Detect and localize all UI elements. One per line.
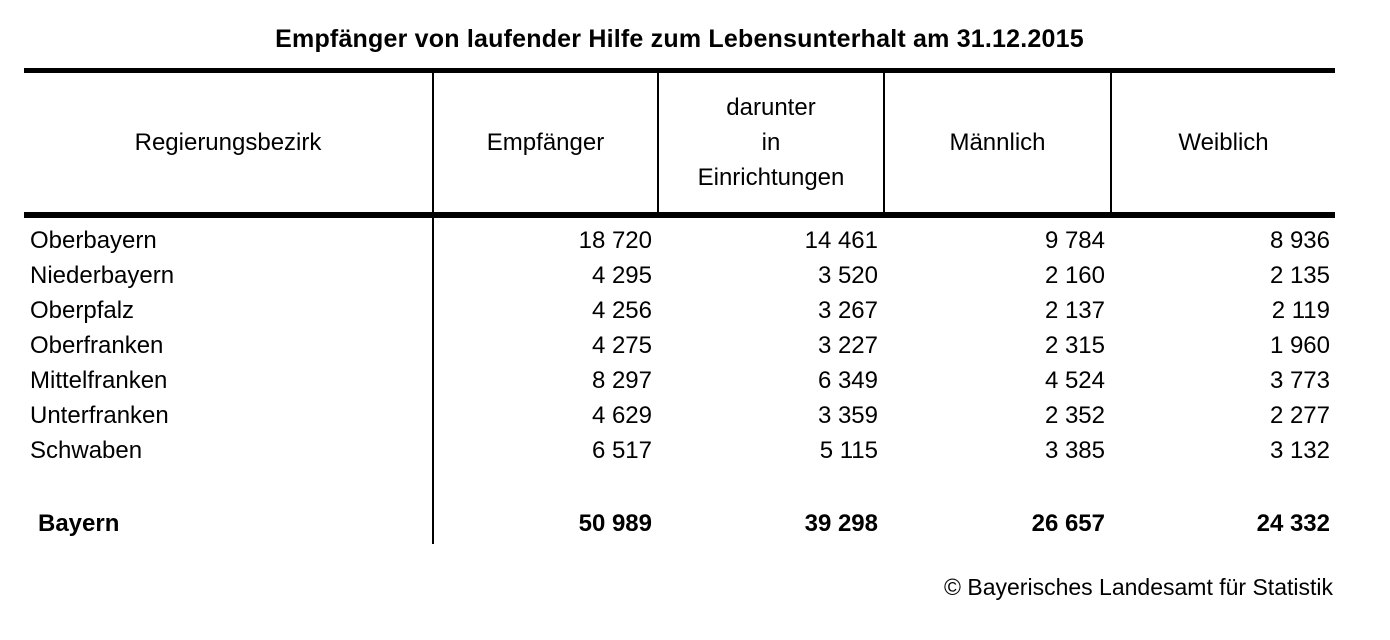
einrichtungen-cell: 14 461 [804,226,878,254]
region-cell: Mittelfranken [30,366,168,394]
total-region-cell: Bayern [38,510,120,537]
einrichtungen-cell: 3 520 [817,261,878,289]
table-row: Oberpfalz 4 256 3 267 2 137 2 119 [24,293,1335,328]
weiblich-cell: 3 132 [1269,436,1330,464]
maennlich-cell: 2 160 [1044,261,1105,289]
region-cell: Oberpfalz [30,296,135,324]
page-title: Empfänger von laufender Hilfe zum Lebens… [275,25,1084,53]
column-header-regierungsbezirk: Regierungsbezirk [134,129,322,156]
statistics-table: Empfänger von laufender Hilfe zum Lebens… [24,0,1335,601]
empfaenger-cell: 4 629 [591,401,652,429]
maennlich-cell: 2 352 [1044,401,1105,429]
empfaenger-cell: 8 297 [591,366,652,394]
total-empfaenger-cell: 50 989 [578,510,652,537]
maennlich-cell: 3 385 [1044,436,1105,464]
region-cell: Niederbayern [30,261,175,289]
einrichtungen-cell: 3 267 [817,296,878,324]
table-row: Oberfranken 4 275 3 227 2 315 1 960 [24,328,1335,363]
column-header-darunter-in-einrichtungen: darunter in Einrichtungen [657,73,883,212]
empfaenger-cell: 6 517 [591,436,652,464]
table-header-row: Regierungsbezirk Empfänger darunter in E… [24,68,1335,218]
einrichtungen-cell: 3 359 [817,401,878,429]
column-divider-line [432,218,434,544]
empfaenger-cell: 18 720 [578,226,652,254]
weiblich-cell: 2 119 [1271,296,1330,324]
empfaenger-cell: 4 275 [591,331,652,359]
column-header-empfaenger: Empfänger [432,73,657,212]
copyright-notice: © Bayerisches Landesamt für Statistik [944,574,1333,600]
maennlich-cell: 2 137 [1044,296,1105,324]
table-row: Mittelfranken 8 297 6 349 4 524 3 773 [24,363,1335,398]
total-weiblich-cell: 24 332 [1256,510,1330,537]
region-cell: Oberbayern [30,226,157,254]
total-maennlich-cell: 26 657 [1031,510,1105,537]
region-cell: Schwaben [30,436,143,464]
weiblich-cell: 2 135 [1269,261,1330,289]
einrichtungen-cell: 5 115 [819,436,878,464]
table-row: Schwaben 6 517 5 115 3 385 3 132 [24,433,1335,468]
empfaenger-cell: 4 256 [591,296,652,324]
maennlich-cell: 9 784 [1044,226,1105,254]
table-body: Oberbayern 18 720 14 461 9 784 8 936 Nie… [24,218,1335,544]
table-row: Oberbayern 18 720 14 461 9 784 8 936 [24,223,1335,258]
column-header-weiblich: Weiblich [1110,73,1335,212]
weiblich-cell: 3 773 [1269,366,1330,394]
total-einrichtungen-cell: 39 298 [804,510,878,537]
table-row: Niederbayern 4 295 3 520 2 160 2 135 [24,258,1335,293]
maennlich-cell: 4 524 [1044,366,1105,394]
empfaenger-cell: 4 295 [591,261,652,289]
total-row: Bayern 50 989 39 298 26 657 24 332 [24,504,1335,544]
einrichtungen-cell: 6 349 [817,366,878,394]
region-cell: Unterfranken [30,401,169,429]
maennlich-cell: 2 315 [1044,331,1105,359]
table-row: Unterfranken 4 629 3 359 2 352 2 277 [24,398,1335,433]
region-cell: Oberfranken [30,331,164,359]
weiblich-cell: 1 960 [1269,331,1330,359]
einrichtungen-cell: 3 227 [817,331,878,359]
spacer-row [24,468,1335,504]
weiblich-cell: 8 936 [1269,226,1330,254]
column-header-maennlich: Männlich [883,73,1110,212]
weiblich-cell: 2 277 [1269,401,1330,429]
